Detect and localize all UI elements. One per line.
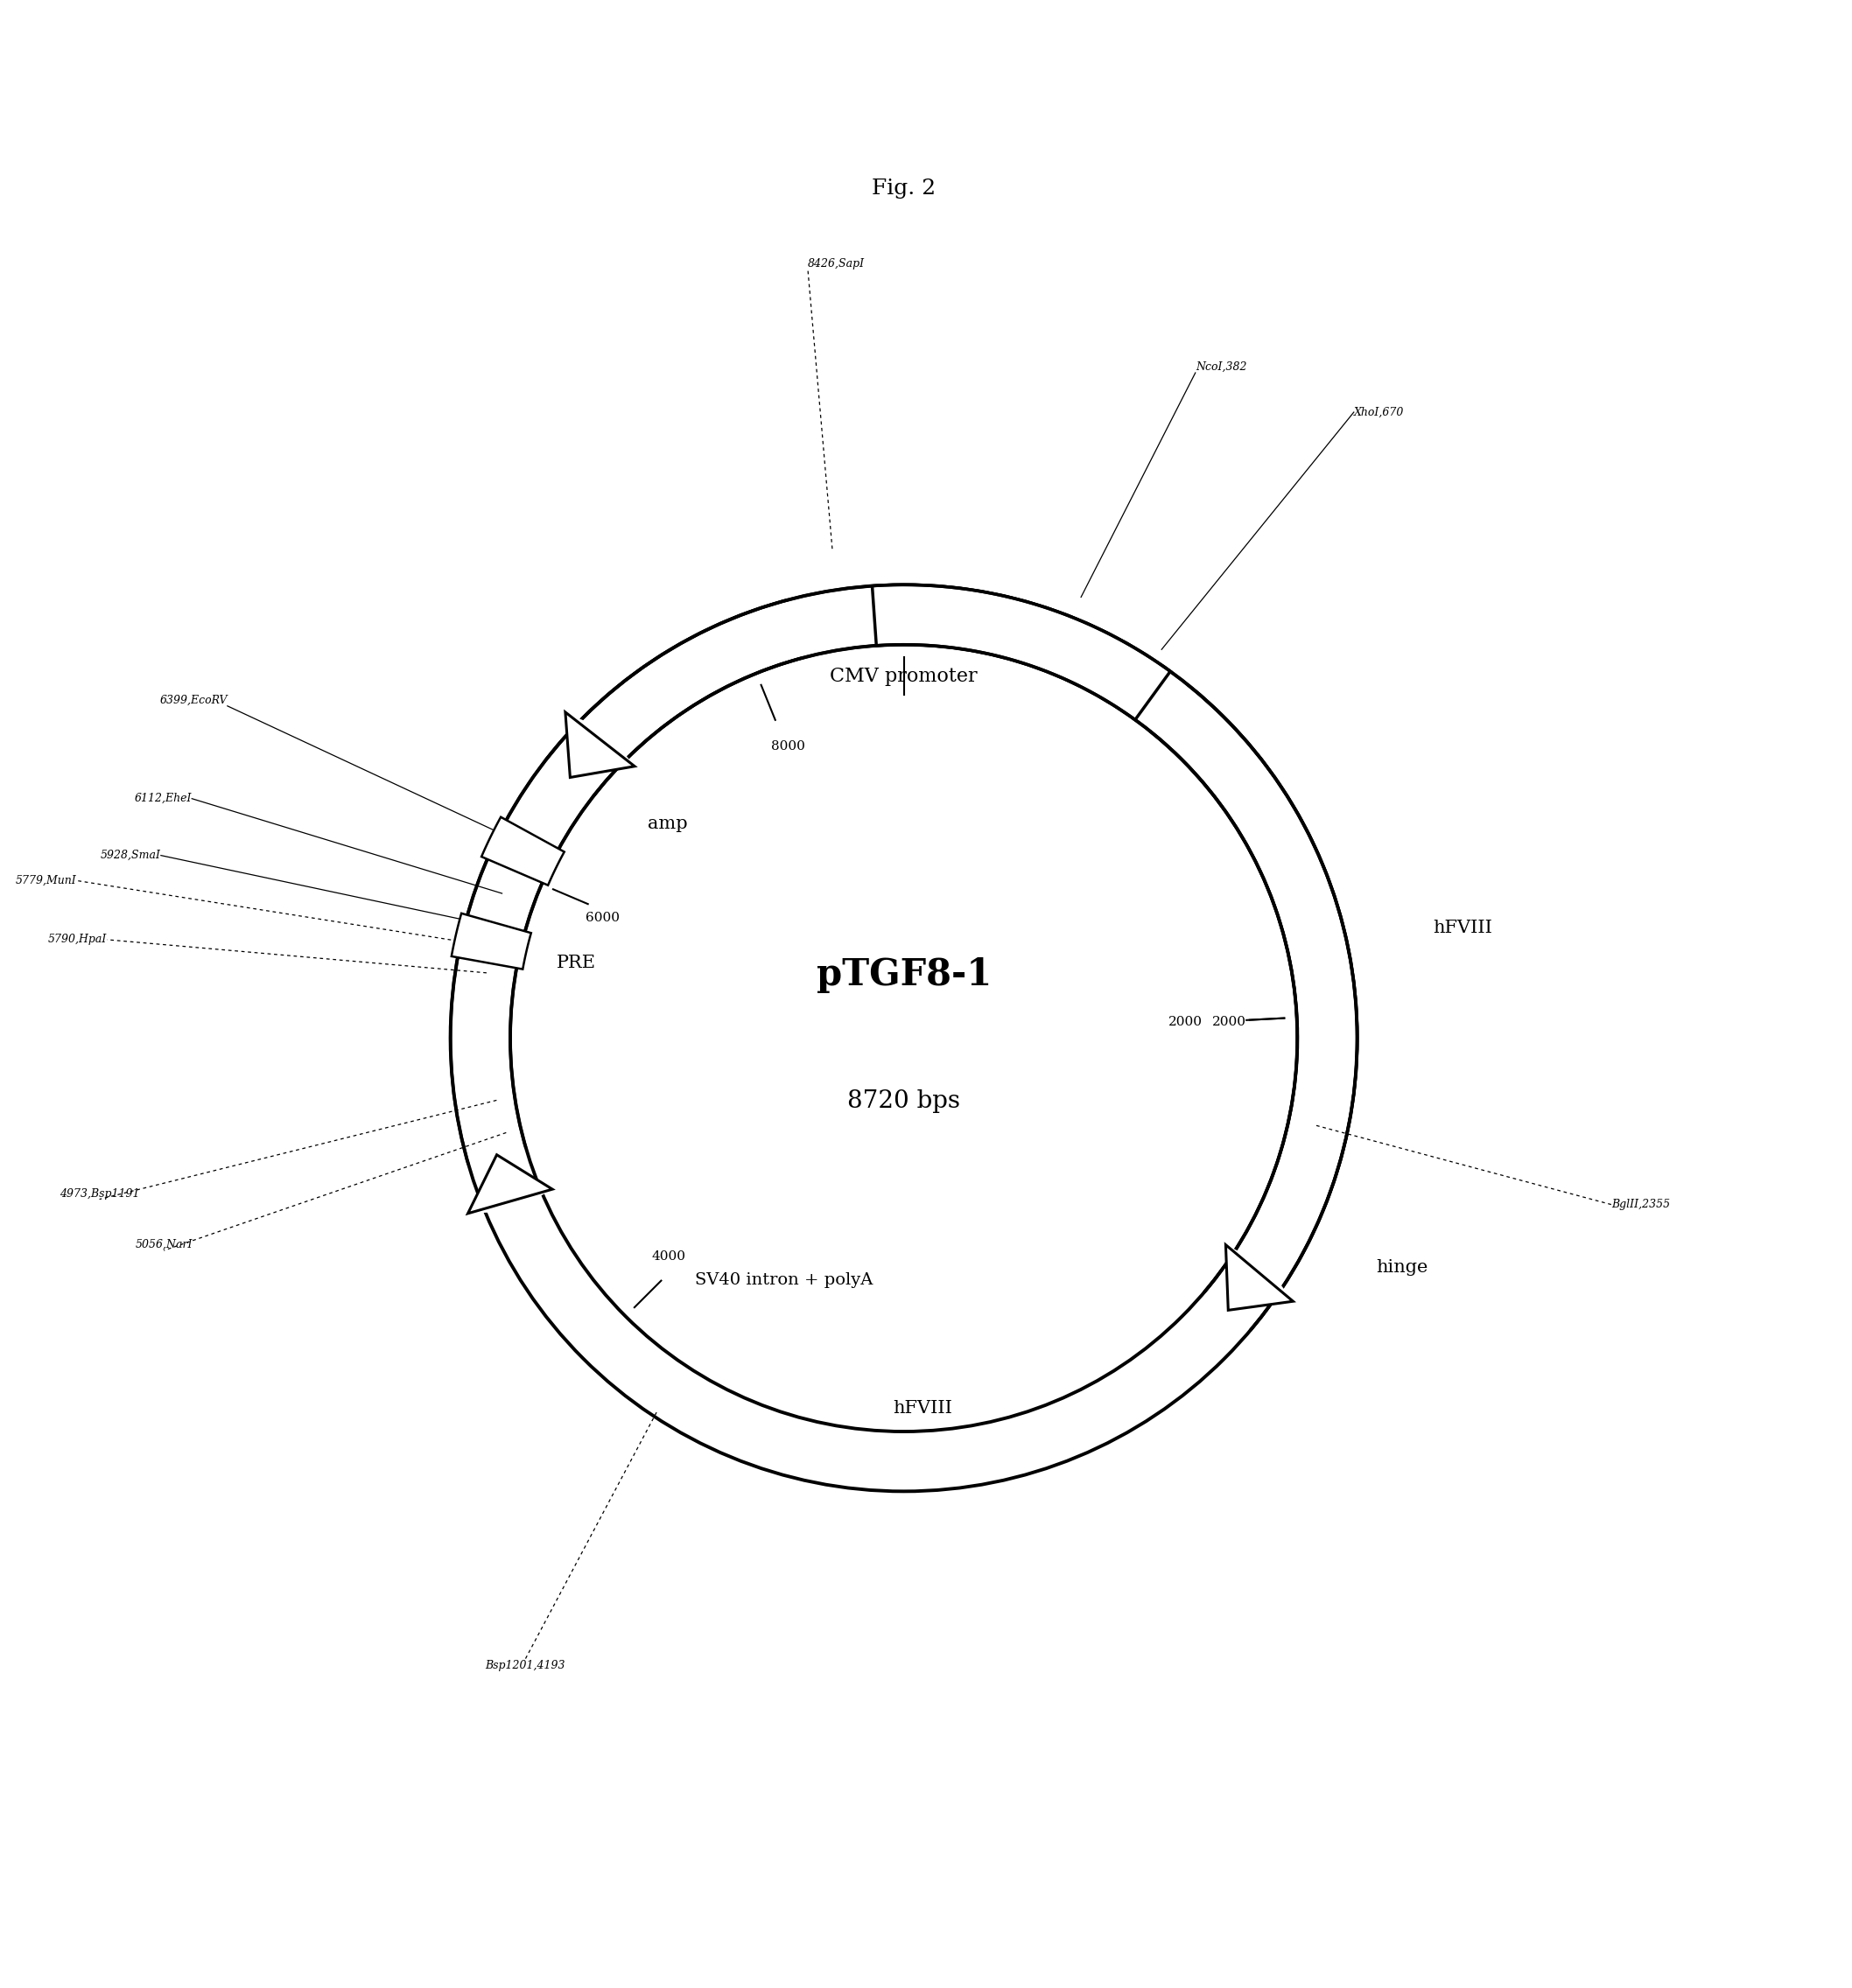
- Text: 6399,EcoRV: 6399,EcoRV: [159, 694, 228, 706]
- Text: 5928,SmaI: 5928,SmaI: [100, 849, 161, 861]
- Polygon shape: [565, 712, 635, 777]
- Text: hinge: hinge: [1376, 1260, 1428, 1276]
- Text: CMV promoter: CMV promoter: [830, 666, 978, 686]
- Text: 4000: 4000: [652, 1250, 685, 1262]
- Text: 6112,EheI: 6112,EheI: [135, 793, 193, 805]
- Polygon shape: [469, 1155, 552, 1213]
- Text: 2000: 2000: [1211, 1016, 1246, 1028]
- Polygon shape: [469, 1189, 552, 1213]
- Polygon shape: [565, 712, 635, 765]
- Text: pTGF8-1: pTGF8-1: [817, 956, 991, 994]
- Text: 5779,MunI: 5779,MunI: [15, 875, 76, 887]
- Text: 8426,SapI: 8426,SapI: [807, 258, 865, 270]
- Text: 5056,NarI: 5056,NarI: [135, 1239, 193, 1250]
- Text: 2000: 2000: [1169, 1016, 1202, 1028]
- Text: PRE: PRE: [557, 954, 596, 970]
- Text: 8000: 8000: [770, 740, 806, 751]
- Text: XhoI,670: XhoI,670: [1354, 406, 1404, 417]
- Text: 8720 bps: 8720 bps: [848, 1089, 961, 1113]
- Text: NcoI,382: NcoI,382: [1195, 362, 1246, 374]
- Text: hFVIII: hFVIII: [1433, 920, 1493, 936]
- Text: 6000: 6000: [585, 911, 620, 924]
- Text: 4973,Bsp1191: 4973,Bsp1191: [59, 1189, 139, 1199]
- Polygon shape: [1226, 1244, 1293, 1302]
- Polygon shape: [482, 817, 565, 885]
- Text: SV40 intron + polyA: SV40 intron + polyA: [694, 1272, 872, 1288]
- Text: BglII,2355: BglII,2355: [1611, 1199, 1671, 1211]
- Polygon shape: [872, 584, 1170, 720]
- Text: Fig. 2: Fig. 2: [872, 179, 935, 199]
- Text: 5790,HpaI: 5790,HpaI: [48, 934, 107, 946]
- Text: hFVIII: hFVIII: [893, 1400, 952, 1417]
- Text: amp: amp: [648, 815, 687, 833]
- Polygon shape: [1226, 1244, 1293, 1310]
- Text: Bsp1201,4193: Bsp1201,4193: [485, 1660, 565, 1672]
- Polygon shape: [452, 912, 532, 970]
